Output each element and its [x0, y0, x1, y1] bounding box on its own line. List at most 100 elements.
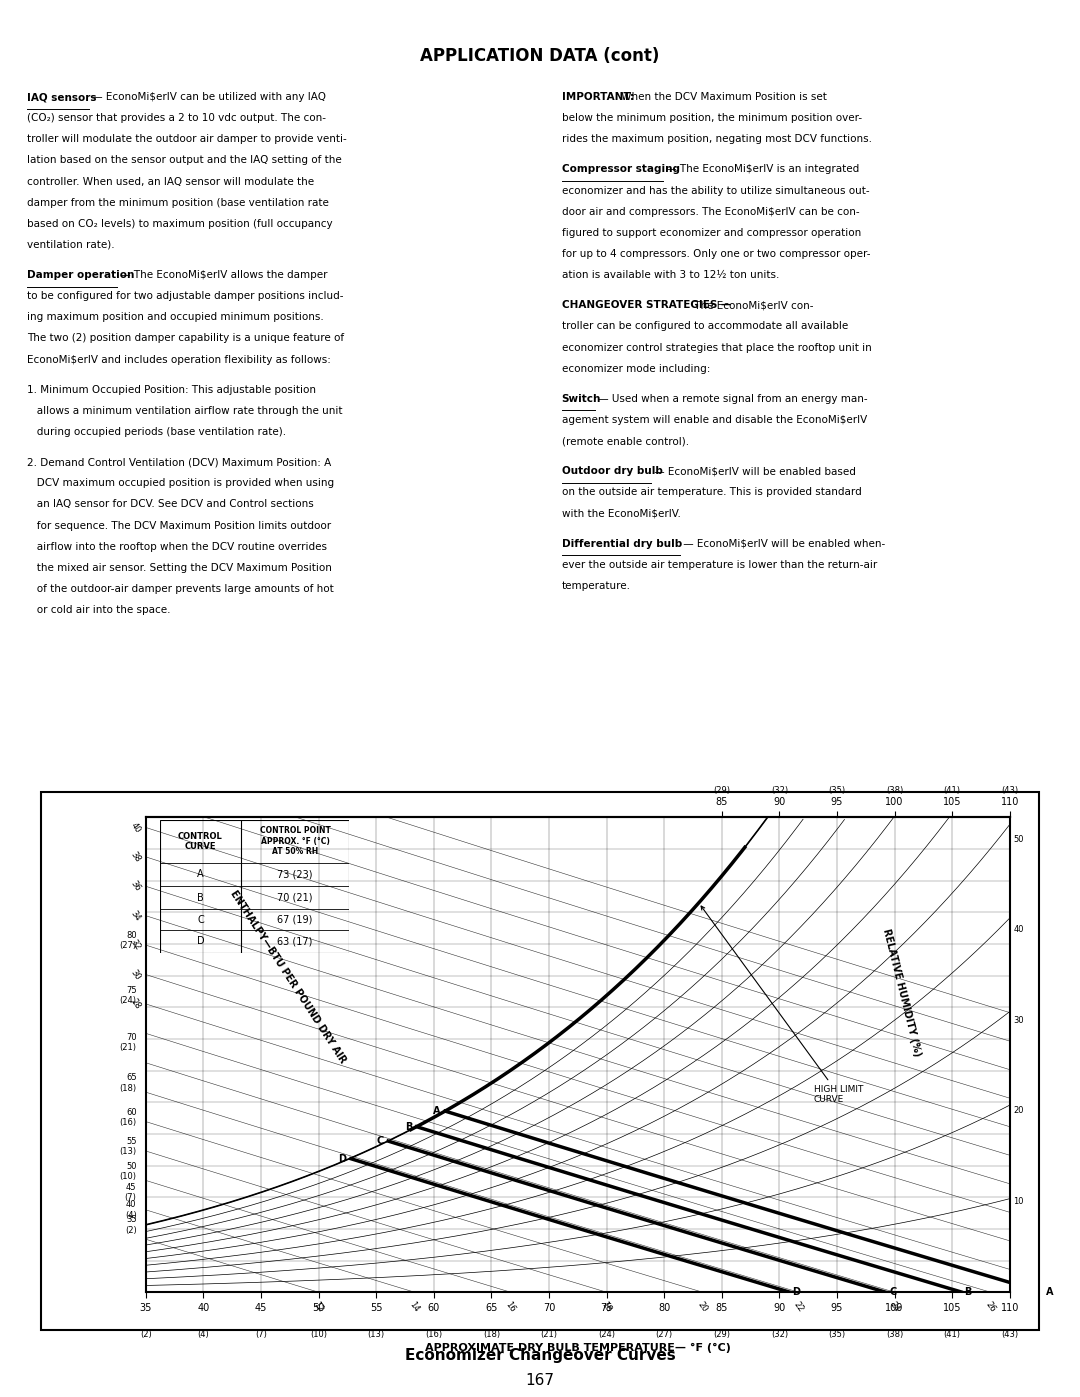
Text: The EconoMi$erIV con-: The EconoMi$erIV con-	[691, 300, 813, 310]
Text: damper from the minimum position (base ventilation rate: damper from the minimum position (base v…	[27, 198, 329, 208]
Text: 60
(16): 60 (16)	[120, 1108, 136, 1127]
Text: B: B	[405, 1122, 413, 1132]
Text: (16): (16)	[426, 1330, 443, 1340]
Text: (32): (32)	[771, 1330, 788, 1340]
Text: — EconoMi$erIV will be enabled when-: — EconoMi$erIV will be enabled when-	[679, 539, 885, 549]
Text: 45
(7): 45 (7)	[124, 1183, 136, 1201]
Text: 80
(27): 80 (27)	[120, 930, 136, 950]
X-axis label: APPROXIMATE DRY BULB TEMPERATURE— °F (°C): APPROXIMATE DRY BULB TEMPERATURE— °F (°C…	[424, 1343, 731, 1354]
Text: 63 (17): 63 (17)	[278, 936, 313, 947]
Text: (41): (41)	[944, 1330, 961, 1340]
Text: 55
(13): 55 (13)	[120, 1137, 136, 1157]
Text: — EconoMi$erIV will be enabled based: — EconoMi$erIV will be enabled based	[651, 467, 856, 476]
Text: 30: 30	[129, 968, 143, 982]
Text: (remote enable control).: (remote enable control).	[562, 436, 689, 446]
Text: C: C	[376, 1136, 383, 1146]
Text: Switch: Switch	[562, 394, 600, 404]
Text: 38: 38	[129, 849, 143, 863]
Text: APPLICATION DATA (cont): APPLICATION DATA (cont)	[420, 47, 660, 64]
Text: during occupied periods (base ventilation rate).: during occupied periods (base ventilatio…	[27, 427, 286, 437]
Text: 16: 16	[504, 1301, 517, 1315]
Text: ation is available with 3 to 12½ ton units.: ation is available with 3 to 12½ ton uni…	[562, 270, 779, 279]
Text: 2. Demand Control Ventilation (DCV) Maximum Position: A: 2. Demand Control Ventilation (DCV) Maxi…	[27, 457, 332, 467]
Text: (38): (38)	[886, 787, 903, 795]
Text: (43): (43)	[1001, 1330, 1018, 1340]
Text: HIGH LIMIT
CURVE: HIGH LIMIT CURVE	[701, 907, 863, 1104]
Text: (24): (24)	[598, 1330, 616, 1340]
Text: 28: 28	[129, 997, 143, 1011]
Text: 36: 36	[129, 879, 143, 893]
Text: CONTROL POINT
APPROX. °F (°C)
AT 50% RH: CONTROL POINT APPROX. °F (°C) AT 50% RH	[259, 827, 330, 856]
Text: 20: 20	[1013, 1106, 1024, 1115]
Text: 18: 18	[599, 1301, 613, 1315]
Text: ing maximum position and occupied minimum positions.: ing maximum position and occupied minimu…	[27, 313, 324, 323]
Text: (43): (43)	[1001, 787, 1018, 795]
Text: The two (2) position damper capability is a unique feature of: The two (2) position damper capability i…	[27, 334, 345, 344]
Text: (32): (32)	[771, 787, 788, 795]
Text: DCV maximum occupied position is provided when using: DCV maximum occupied position is provide…	[27, 478, 334, 489]
Text: economizer control strategies that place the rooftop unit in: economizer control strategies that place…	[562, 342, 872, 352]
Text: D: D	[197, 936, 204, 947]
Text: 30: 30	[1013, 1016, 1024, 1025]
Text: 167: 167	[526, 1373, 554, 1387]
Text: (CO₂) sensor that provides a 2 to 10 vdc output. The con-: (CO₂) sensor that provides a 2 to 10 vdc…	[27, 113, 326, 123]
Text: 20: 20	[696, 1301, 710, 1315]
Text: 40: 40	[129, 820, 143, 834]
Text: 70
(21): 70 (21)	[120, 1032, 136, 1052]
Text: based on CO₂ levels) to maximum position (full occupancy: based on CO₂ levels) to maximum position…	[27, 219, 333, 229]
Text: temperature.: temperature.	[562, 581, 631, 591]
Text: 22: 22	[792, 1301, 806, 1315]
Text: (13): (13)	[367, 1330, 384, 1340]
Text: D: D	[793, 1287, 800, 1296]
Text: B: B	[964, 1287, 972, 1296]
Text: Economizer Changeover Curves: Economizer Changeover Curves	[405, 1348, 675, 1362]
Text: (4): (4)	[198, 1330, 210, 1340]
Text: Damper operation: Damper operation	[27, 270, 134, 279]
Text: EconoMi$erIV and includes operation flexibility as follows:: EconoMi$erIV and includes operation flex…	[27, 355, 330, 365]
Text: ventilation rate).: ventilation rate).	[27, 240, 114, 250]
Text: (35): (35)	[828, 1330, 846, 1340]
Text: 12: 12	[312, 1301, 325, 1315]
Text: or cold air into the space.: or cold air into the space.	[27, 605, 171, 615]
Text: 65
(18): 65 (18)	[120, 1073, 136, 1092]
Text: D: D	[338, 1154, 347, 1164]
Text: C: C	[197, 915, 204, 925]
Text: on the outside air temperature. This is provided standard: on the outside air temperature. This is …	[562, 488, 862, 497]
Text: CONTROL
CURVE: CONTROL CURVE	[178, 831, 222, 851]
Text: 50: 50	[1013, 834, 1024, 844]
Text: airflow into the rooftop when the DCV routine overrides: airflow into the rooftop when the DCV ro…	[27, 542, 327, 552]
Text: Outdoor dry bulb: Outdoor dry bulb	[562, 467, 662, 476]
Text: to be configured for two adjustable damper positions includ-: to be configured for two adjustable damp…	[27, 291, 343, 302]
Text: CHANGEOVER STRATEGIES —: CHANGEOVER STRATEGIES —	[562, 300, 731, 310]
Text: allows a minimum ventilation airflow rate through the unit: allows a minimum ventilation airflow rat…	[27, 407, 342, 416]
Text: 67 (19): 67 (19)	[278, 915, 313, 925]
Text: (10): (10)	[310, 1330, 327, 1340]
Text: troller can be configured to accommodate all available: troller can be configured to accommodate…	[562, 321, 848, 331]
Text: for sequence. The DCV Maximum Position limits outdoor: for sequence. The DCV Maximum Position l…	[27, 521, 332, 531]
Text: below the minimum position, the minimum position over-: below the minimum position, the minimum …	[562, 113, 862, 123]
Text: 70 (21): 70 (21)	[278, 893, 313, 902]
Text: 10: 10	[1013, 1197, 1024, 1206]
Text: 24: 24	[888, 1301, 902, 1315]
Text: economizer and has the ability to utilize simultaneous out-: economizer and has the ability to utiliz…	[562, 186, 869, 196]
Text: economizer mode including:: economizer mode including:	[562, 363, 710, 373]
Text: of the outdoor-air damper prevents large amounts of hot: of the outdoor-air damper prevents large…	[27, 584, 334, 594]
Text: 32: 32	[129, 939, 143, 953]
Text: lation based on the sensor output and the IAQ setting of the: lation based on the sensor output and th…	[27, 155, 341, 165]
Text: — Used when a remote signal from an energy man-: — Used when a remote signal from an ener…	[595, 394, 868, 404]
Text: (38): (38)	[886, 1330, 903, 1340]
Text: (18): (18)	[483, 1330, 500, 1340]
Text: Compressor staging: Compressor staging	[562, 165, 679, 175]
Text: B: B	[197, 893, 204, 902]
Text: door air and compressors. The EconoMi$erIV can be con-: door air and compressors. The EconoMi$er…	[562, 207, 860, 217]
Text: controller. When used, an IAQ sensor will modulate the: controller. When used, an IAQ sensor wil…	[27, 176, 314, 187]
Text: 73 (23): 73 (23)	[278, 869, 313, 880]
Text: (41): (41)	[944, 787, 961, 795]
Text: ever the outside air temperature is lower than the return-air: ever the outside air temperature is lowe…	[562, 560, 877, 570]
Text: (29): (29)	[713, 1330, 730, 1340]
Text: troller will modulate the outdoor air damper to provide venti-: troller will modulate the outdoor air da…	[27, 134, 347, 144]
Text: IMPORTANT:: IMPORTANT:	[562, 92, 634, 102]
Text: C: C	[889, 1287, 896, 1298]
Text: agement system will enable and disable the EconoMi$erIV: agement system will enable and disable t…	[562, 415, 867, 425]
Text: Differential dry bulb: Differential dry bulb	[562, 539, 681, 549]
